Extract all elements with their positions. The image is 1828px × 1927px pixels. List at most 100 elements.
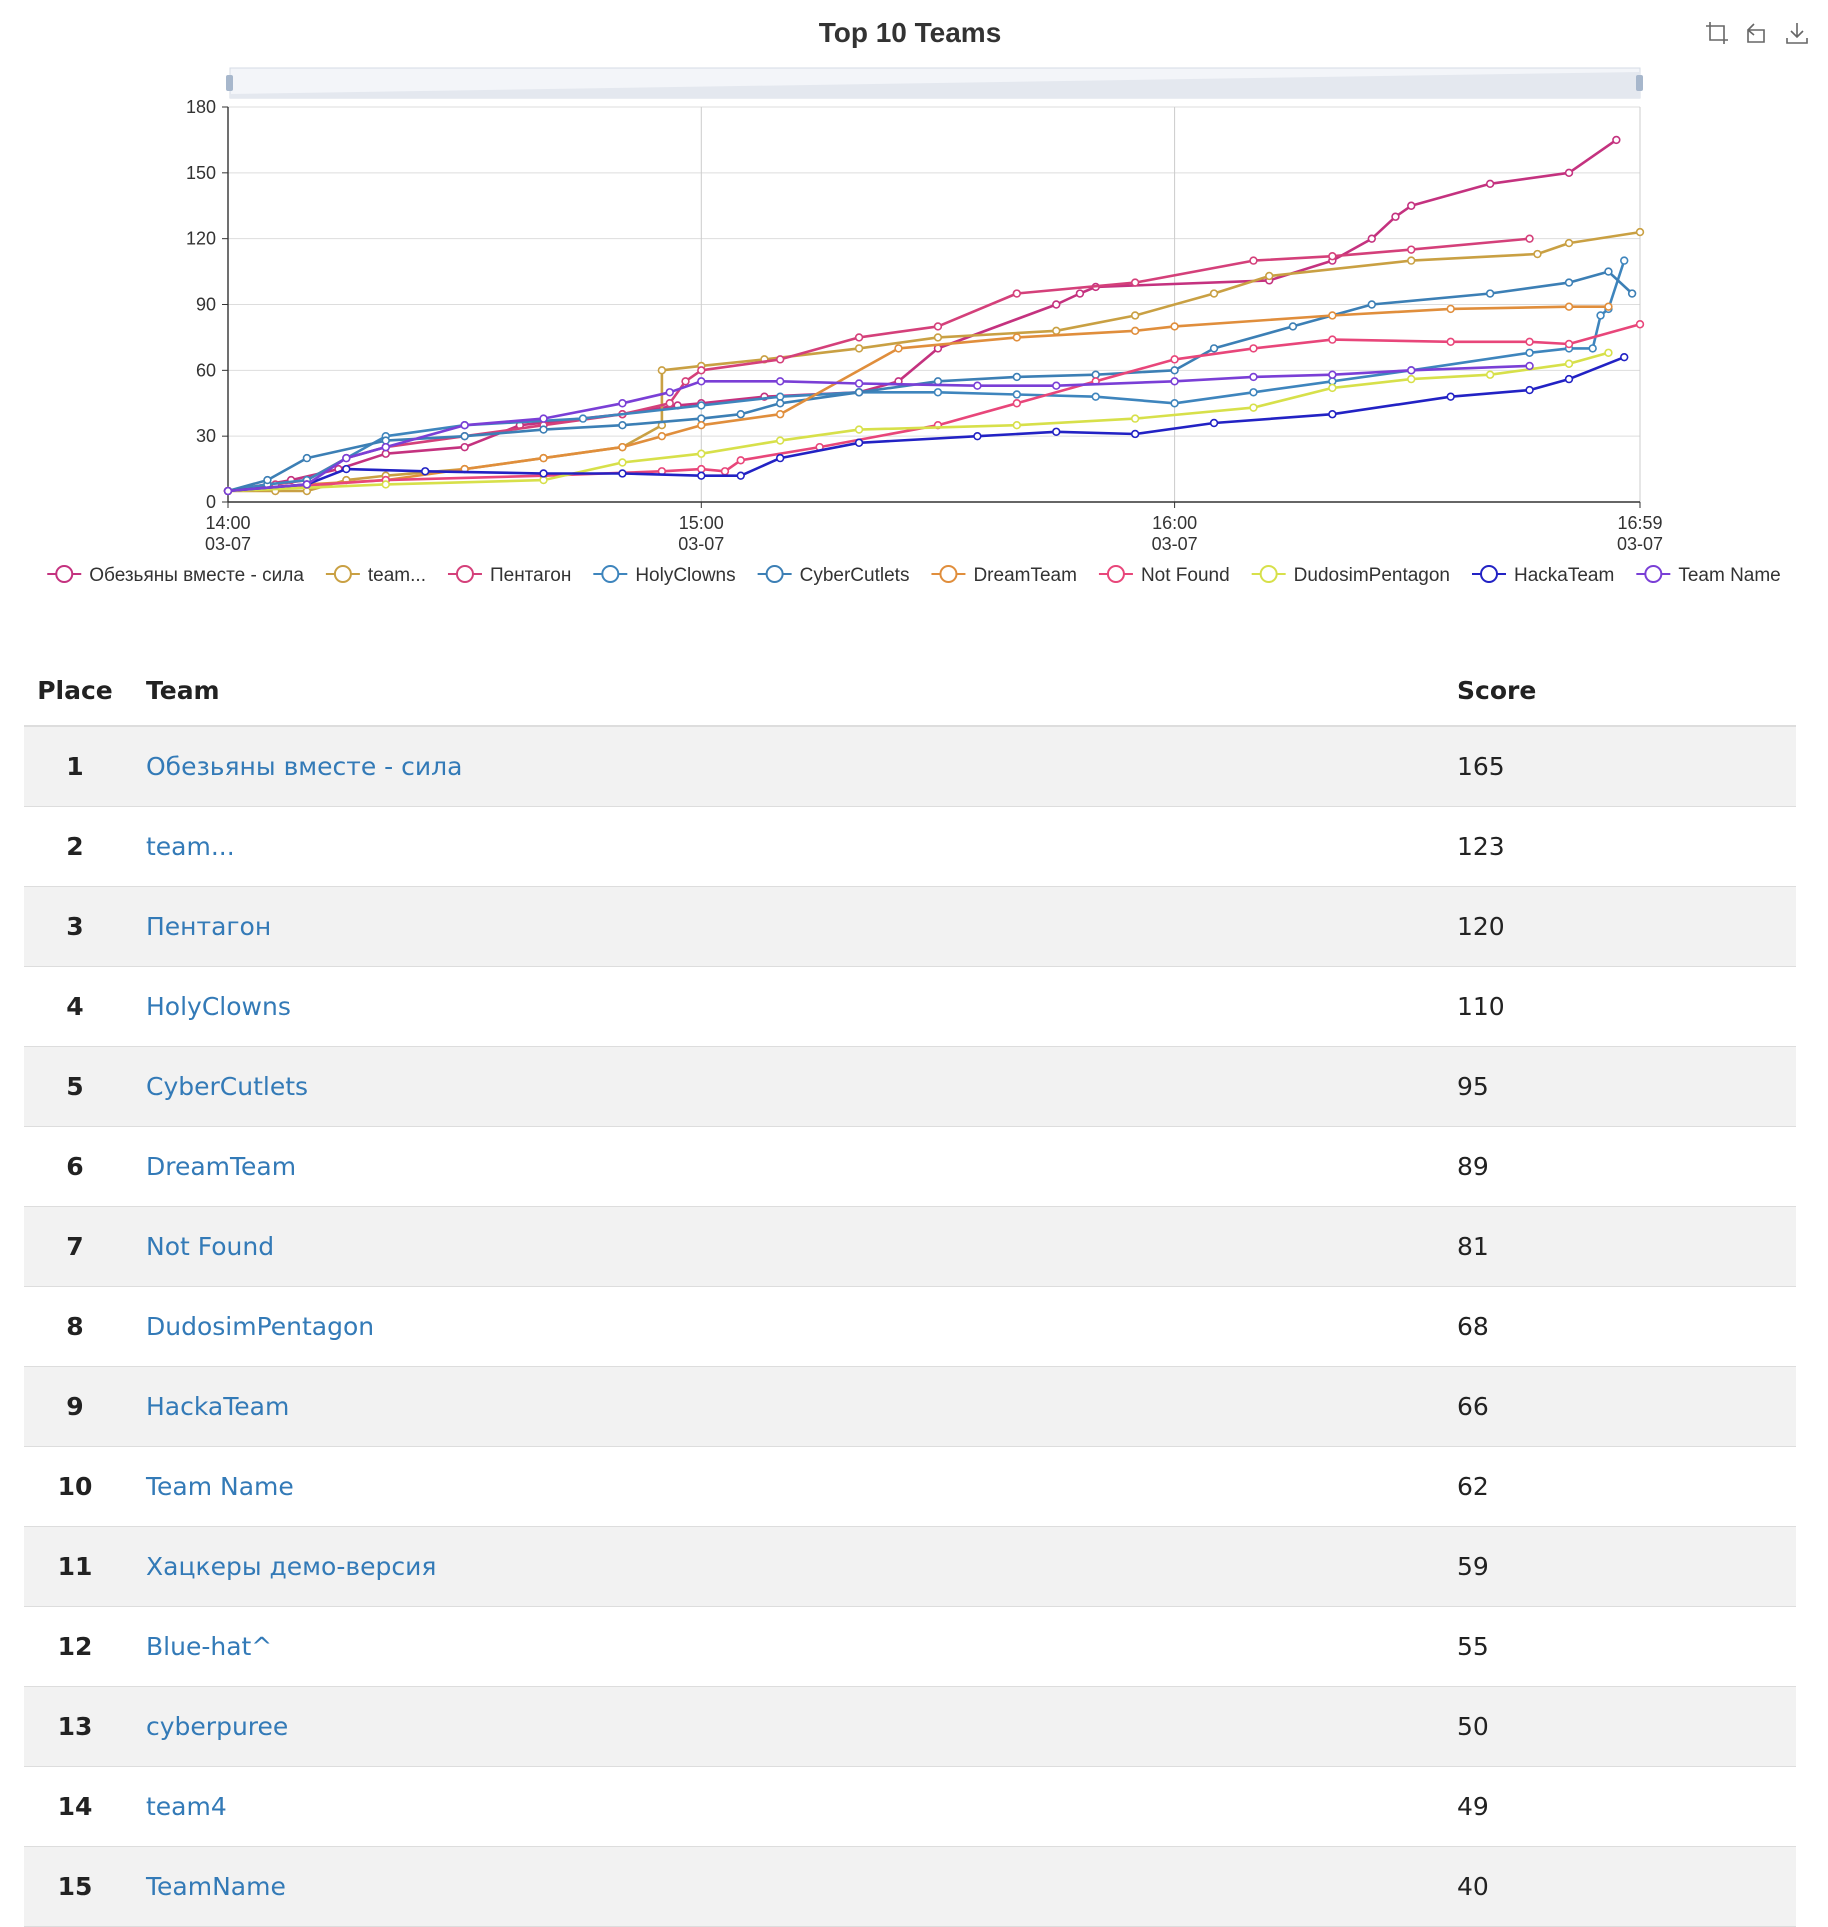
data-point — [854, 438, 864, 447]
data-point — [697, 377, 706, 386]
legend-label: DreamTeam — [973, 565, 1076, 586]
data-point — [1407, 201, 1416, 210]
row-score: 40 — [1457, 1846, 1796, 1927]
data-zoom-handle-right — [1636, 75, 1643, 91]
table-row: 11 Хацкеры демо-версия 59 — [24, 1526, 1796, 1607]
data-point — [539, 469, 548, 478]
legend-item[interactable]: HackaTeam — [1472, 565, 1614, 586]
team-link[interactable]: HolyClowns — [146, 992, 291, 1021]
data-zoom-handle-left — [226, 75, 233, 91]
table-row: 9 HackaTeam 66 — [24, 1366, 1796, 1447]
team-link[interactable]: team4 — [146, 1792, 227, 1821]
data-point — [1012, 333, 1022, 342]
data-point — [1485, 370, 1495, 379]
data-point — [657, 431, 667, 441]
chart-toolbox — [1704, 20, 1810, 46]
table-body: 1 Обезьяны вместе - сила 165 2 team... 123 3 Пе… — [24, 726, 1796, 1927]
header-score: Score — [1457, 655, 1796, 727]
table-row: 2 team... 123 — [24, 806, 1796, 887]
team-link[interactable]: TeamName — [146, 1872, 286, 1901]
legend-item[interactable]: CyberCutlets — [757, 565, 910, 586]
legend-label: Not Found — [1141, 565, 1230, 586]
data-point — [894, 344, 903, 353]
data-point — [618, 420, 627, 430]
team-link[interactable]: Blue-hat^ — [146, 1632, 273, 1661]
legend-item[interactable]: DreamTeam — [931, 565, 1077, 586]
zoom-select-icon[interactable] — [1704, 20, 1730, 46]
team-link[interactable]: DreamTeam — [146, 1152, 297, 1181]
chart-canvas: Top 10 Teams030609012015018014:0003-0715… — [47, 17, 1781, 586]
table-row: 8 DudosimPentagon 68 — [24, 1286, 1796, 1367]
zoom-reset-icon[interactable] — [1744, 20, 1770, 46]
x-tick-label: 16:00 — [1152, 513, 1197, 533]
data-point — [618, 458, 627, 467]
y-tick-label: 150 — [186, 163, 216, 183]
row-team: CyberCutlets — [126, 1046, 1457, 1127]
data-point — [342, 464, 351, 474]
row-score: 55 — [1457, 1606, 1796, 1687]
team-link[interactable]: cyberpuree — [146, 1712, 289, 1741]
data-point — [775, 377, 785, 386]
data-point — [381, 449, 390, 458]
data-point — [618, 399, 627, 408]
team-link[interactable]: HackaTeam — [146, 1392, 290, 1421]
data-point — [775, 355, 785, 364]
row-team: HackaTeam — [126, 1366, 1457, 1447]
y-tick-label: 120 — [186, 229, 216, 249]
table-row: 1 Обезьяны вместе - сила 165 — [24, 726, 1796, 807]
team-link[interactable]: Пентагон — [146, 912, 272, 941]
team-link[interactable]: Хацкеры демо-версия — [146, 1552, 437, 1581]
data-point — [697, 401, 706, 410]
legend-marker-icon — [765, 565, 784, 583]
data-point — [933, 388, 943, 397]
legend-item[interactable]: Not Found — [1098, 565, 1230, 586]
legend-label: HackaTeam — [1514, 565, 1614, 586]
row-place: 8 — [24, 1286, 126, 1367]
team-link[interactable]: Team Name — [146, 1472, 294, 1501]
data-point — [618, 469, 627, 478]
x-tick-label: 14:00 — [205, 513, 250, 533]
data-point — [1391, 212, 1400, 221]
team-link[interactable]: DudosimPentagon — [146, 1312, 375, 1341]
row-team: Пентагон — [126, 886, 1457, 967]
data-point — [1328, 252, 1337, 261]
data-point — [1564, 302, 1574, 311]
download-icon[interactable] — [1784, 20, 1810, 46]
legend-marker-icon — [455, 565, 474, 583]
team-link[interactable]: Обезьяны вместе - сила — [146, 752, 463, 781]
team-link[interactable]: team... — [146, 832, 235, 861]
data-point — [302, 480, 312, 489]
data-point — [1012, 399, 1022, 408]
series-line — [227, 364, 1530, 493]
data-point — [460, 431, 469, 441]
data-point — [775, 410, 785, 419]
data-point — [1288, 322, 1298, 331]
legend-item[interactable]: DudosimPentagon — [1251, 565, 1450, 586]
header-team: Team — [126, 655, 1457, 727]
series-line — [227, 323, 1641, 493]
legend-item[interactable]: team... — [325, 565, 426, 586]
x-tick-label: 16:59 — [1617, 513, 1662, 533]
data-point — [302, 453, 312, 463]
legend-item[interactable]: Team Name — [1636, 565, 1781, 586]
legend-item[interactable]: Обезьяны вместе - сила — [47, 565, 304, 586]
data-point — [681, 377, 690, 386]
row-place: 10 — [24, 1446, 126, 1527]
team-link[interactable]: CyberCutlets — [146, 1072, 309, 1101]
data-point — [1012, 289, 1022, 298]
legend-item[interactable]: Пентагон — [447, 565, 571, 586]
row-score: 66 — [1457, 1366, 1796, 1447]
data-point — [665, 399, 674, 408]
x-tick-label: 15:00 — [679, 513, 724, 533]
data-point — [775, 436, 785, 445]
row-place: 9 — [24, 1366, 126, 1447]
legend-item[interactable]: HolyClowns — [593, 565, 736, 586]
data-point — [1130, 326, 1140, 336]
data-point — [1564, 278, 1574, 287]
data-point — [263, 475, 272, 485]
row-team: cyberpuree — [126, 1686, 1457, 1767]
data-point — [1170, 377, 1179, 386]
data-point — [1533, 249, 1542, 259]
team-link[interactable]: Not Found — [146, 1232, 275, 1261]
row-place: 14 — [24, 1766, 126, 1847]
